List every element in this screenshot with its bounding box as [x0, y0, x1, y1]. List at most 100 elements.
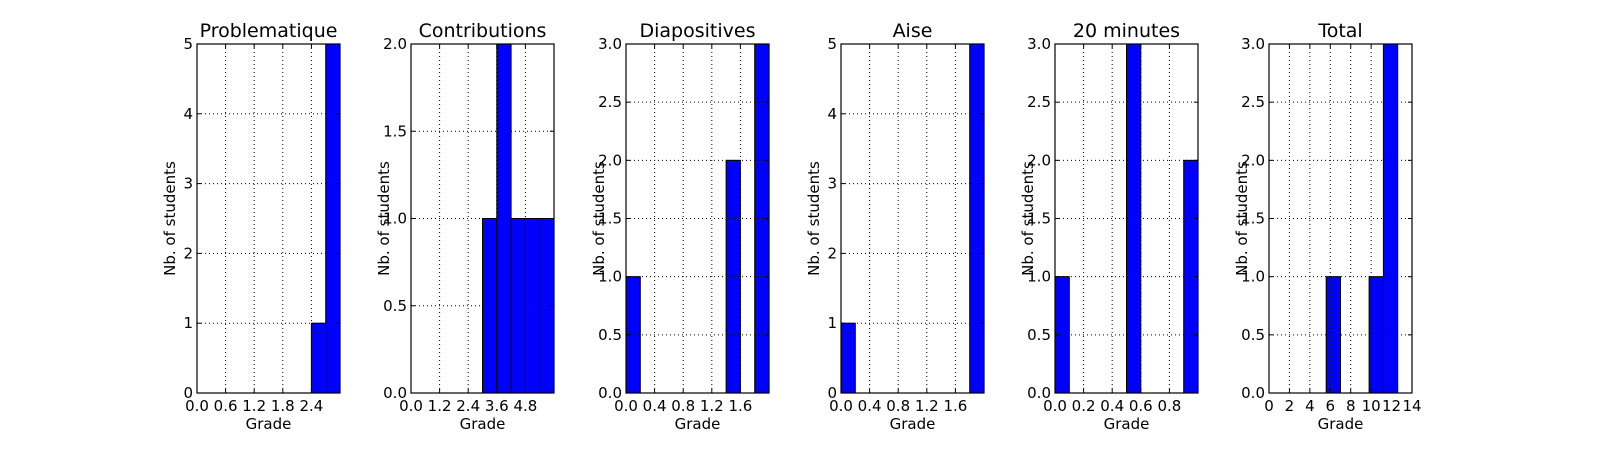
x-tick-label: 0: [1264, 397, 1274, 415]
x-tick-label: 2.4: [299, 397, 323, 415]
x-tick-label: 0.4: [643, 397, 667, 415]
y-tick-label: 1.5: [383, 122, 407, 140]
x-tick-label: 8: [1346, 397, 1356, 415]
x-tick-label: 1.2: [700, 397, 724, 415]
y-tick-label: 1: [183, 314, 193, 332]
histogram-panel-1: 0.0 0.6 1.2 1.8 2.4 0 1 2 3 4 5 Problematique Grade N…: [161, 20, 341, 433]
histogram-bar: [840, 322, 856, 394]
y-tick-label: 1: [827, 314, 837, 332]
y-axis-label: Nb. of students: [161, 161, 179, 276]
histogram-panel-4: 0.0 0.4 0.8 1.2 1.6 0 1 2 3 4 5 Aise Grade Nb. of stu…: [805, 20, 985, 433]
y-tick-label: 5: [827, 35, 837, 53]
y-tick-label: 2: [827, 244, 837, 262]
y-tick-label: 3.0: [1241, 35, 1265, 53]
y-tick-label: 0.0: [1241, 384, 1265, 402]
y-tick-label: 3: [183, 175, 193, 193]
x-axis-label: Grade: [890, 415, 936, 433]
x-tick-label: 0.0: [399, 397, 423, 415]
panel-title: Contributions: [419, 20, 547, 42]
y-tick-label: 2.0: [383, 35, 407, 53]
y-tick-label: 0.5: [598, 326, 622, 344]
panel-title: 20 minutes: [1073, 20, 1180, 42]
x-tick-label: 0.8: [886, 397, 910, 415]
y-tick-label: 1.0: [383, 210, 407, 228]
y-tick-label: 2.5: [598, 93, 622, 111]
y-tick-label: 2.0: [1241, 151, 1265, 169]
x-tick-label: 1.2: [242, 397, 266, 415]
y-axis-label: Nb. of students: [590, 161, 608, 276]
y-tick-label: 0: [827, 384, 837, 402]
x-tick-label: 0.4: [1100, 397, 1124, 415]
x-tick-label: 3.6: [485, 397, 509, 415]
y-tick-label: 1.5: [1241, 210, 1265, 228]
y-tick-label: 5: [183, 35, 193, 53]
histogram-bar: [325, 43, 341, 394]
histogram-bar: [482, 218, 498, 394]
y-axis-label: Nb. of students: [1233, 161, 1251, 276]
x-axis-label: Grade: [460, 415, 506, 433]
y-tick-label: 2.5: [1027, 93, 1051, 111]
x-tick-label: 12: [1382, 397, 1401, 415]
y-tick-label: 1.0: [598, 268, 622, 286]
x-axis-label: Grade: [1318, 415, 1364, 433]
y-tick-label: 2.0: [598, 151, 622, 169]
x-tick-label: 1.2: [428, 397, 452, 415]
y-tick-label: 1.0: [1241, 268, 1265, 286]
panel-title: Diapositives: [640, 20, 756, 42]
histogram-bar: [969, 43, 985, 394]
histogram-panel-2: 0.0 1.2 2.4 3.6 4.8 0.0 0.5 1.0 1.5 2.0 Contributi…: [375, 20, 555, 433]
y-tick-label: 4: [827, 105, 837, 123]
x-tick-label: 14: [1402, 397, 1421, 415]
x-axis-label: Grade: [675, 415, 721, 433]
x-tick-label: 0.0: [1043, 397, 1067, 415]
y-axis-label: Nb. of students: [805, 161, 823, 276]
x-tick-label: 0.0: [614, 397, 638, 415]
y-tick-label: 0.5: [1241, 326, 1265, 344]
x-tick-label: 0.8: [671, 397, 695, 415]
histogram-bar: [310, 322, 327, 394]
x-tick-label: 1.6: [943, 397, 967, 415]
x-tick-label: 10: [1362, 397, 1381, 415]
y-axis-label: Nb. of students: [1019, 161, 1037, 276]
y-tick-label: 3: [827, 175, 837, 193]
y-tick-label: 0: [183, 384, 193, 402]
panel-title: Aise: [893, 20, 933, 42]
histogram-panel-6: 0 2 4 6 8 10 12 14 0.0 0.5 1.0 1.5 2.0 2.5 3.0 Total Gra…: [1233, 20, 1422, 433]
y-tick-label: 1.5: [1027, 210, 1051, 228]
x-tick-label: 0.8: [1157, 397, 1181, 415]
histogram-bar: [1126, 43, 1142, 394]
x-tick-label: 4.8: [513, 397, 537, 415]
x-tick-label: 1.6: [728, 397, 752, 415]
y-tick-label: 4: [183, 105, 193, 123]
x-tick-label: 1.8: [271, 397, 295, 415]
x-tick-label: 2.4: [456, 397, 480, 415]
y-tick-label: 2.5: [1241, 93, 1265, 111]
x-axis-label: Grade: [246, 415, 292, 433]
panel-title: Total: [1317, 20, 1362, 42]
y-tick-label: 2.0: [1027, 151, 1051, 169]
plot-frame: [625, 43, 770, 394]
panel-title: Problematique: [200, 20, 338, 42]
plot-frame: [196, 43, 341, 394]
x-tick-label: 0.4: [858, 397, 882, 415]
x-axis-label: Grade: [1104, 415, 1150, 433]
x-tick-label: 1.2: [915, 397, 939, 415]
x-tick-label: 0.0: [829, 397, 853, 415]
histogram-panel-3: 0.0 0.4 0.8 1.2 1.6 0.0 0.5 1.0 1.5 2.0 2.5 3.0 Diap…: [590, 20, 770, 433]
y-tick-label: 2: [183, 244, 193, 262]
x-tick-label: 4: [1305, 397, 1315, 415]
x-tick-label: 0.6: [1129, 397, 1153, 415]
x-tick-label: 0.6: [214, 397, 238, 415]
y-tick-label: 3.0: [1027, 35, 1051, 53]
x-tick-label: 0.0: [185, 397, 209, 415]
y-tick-label: 0.5: [1027, 326, 1051, 344]
y-tick-label: 0.5: [383, 297, 407, 315]
x-tick-label: 0.2: [1072, 397, 1096, 415]
y-tick-label: 1.5: [598, 210, 622, 228]
x-tick-label: 6: [1326, 397, 1336, 415]
histogram-panel-5: 0.0 0.2 0.4 0.6 0.8 0.0 0.5 1.0 1.5 2.0 2.5 3.0 20 m…: [1019, 20, 1199, 433]
x-tick-label: 2: [1285, 397, 1295, 415]
y-tick-label: 0.0: [1027, 384, 1051, 402]
y-axis-label: Nb. of students: [375, 161, 393, 276]
